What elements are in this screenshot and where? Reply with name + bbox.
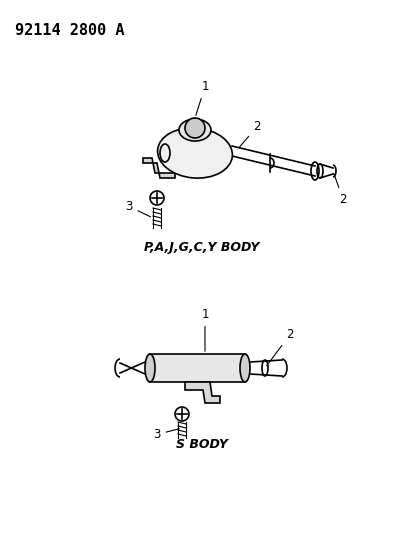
Text: 2: 2: [239, 120, 261, 148]
Circle shape: [185, 118, 205, 138]
Text: 1: 1: [201, 308, 209, 351]
Text: 2: 2: [334, 174, 347, 206]
Ellipse shape: [179, 119, 211, 141]
Polygon shape: [150, 354, 245, 382]
Text: 92114 2800 A: 92114 2800 A: [15, 23, 124, 38]
Text: 3: 3: [125, 200, 151, 217]
Text: 2: 2: [266, 328, 294, 366]
Polygon shape: [185, 382, 220, 403]
Ellipse shape: [240, 354, 250, 382]
Polygon shape: [143, 158, 175, 178]
Text: 3: 3: [153, 428, 179, 441]
Ellipse shape: [158, 128, 232, 178]
Ellipse shape: [145, 354, 155, 382]
Text: 1: 1: [196, 80, 209, 115]
Text: S BODY: S BODY: [176, 439, 228, 451]
Text: P,A,J,G,C,Y BODY: P,A,J,G,C,Y BODY: [144, 241, 260, 254]
